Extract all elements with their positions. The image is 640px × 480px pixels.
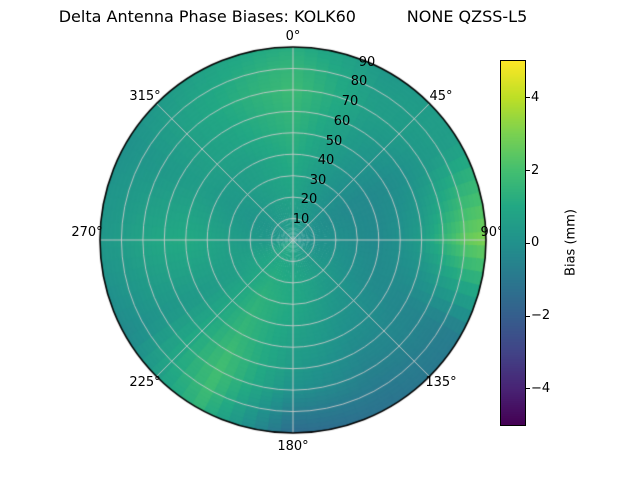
elevation-tick-label: 30 [309,173,327,188]
elevation-tick-label: 10 [292,212,310,227]
azimuth-tick-label: 270° [71,225,103,240]
elevation-tick-label: 70 [341,94,359,109]
colorbar-tick [526,243,530,244]
chart-title: Delta Antenna Phase Biases: KOLK60 NONE … [58,7,528,26]
azimuth-tick-label: 135° [425,375,457,390]
colorbar-tick [526,97,530,98]
colorbar-tick-label: 0 [531,235,540,250]
elevation-tick-label: 90 [358,55,376,70]
colorbar-tick-label: −2 [531,308,551,323]
elevation-tick-label: 80 [350,74,368,89]
colorbar-tick [526,170,530,171]
azimuth-tick-label: 315° [129,89,161,104]
azimuth-tick-label: 90° [480,225,504,240]
elevation-tick-label: 60 [333,114,351,129]
colorbar-tick-label: −4 [531,381,551,396]
azimuth-tick-label: 225° [129,375,161,390]
azimuth-tick-label: 45° [429,89,453,104]
colorbar [500,60,526,426]
colorbar-tick [526,316,530,317]
colorbar-gradient [501,61,525,425]
colorbar-tick [526,388,530,389]
colorbar-axis-label: Bias (mm) [563,209,579,276]
elevation-tick-label: 40 [317,153,335,168]
azimuth-tick-label: 180° [277,439,309,454]
elevation-tick-label: 50 [325,134,343,149]
colorbar-tick-label: 4 [531,90,540,105]
colorbar-tick-label: 2 [531,163,540,178]
polar-heatmap-canvas [98,45,488,435]
elevation-tick-label: 20 [300,192,318,207]
azimuth-tick-label: 0° [285,29,301,44]
